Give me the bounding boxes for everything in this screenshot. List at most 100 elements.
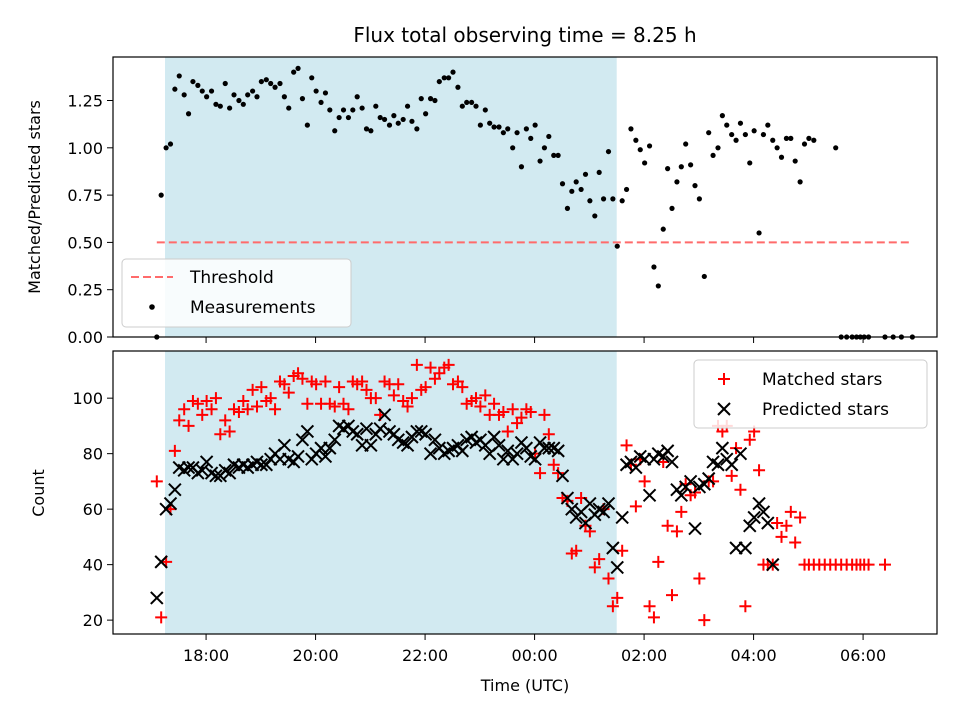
matched-point (155, 611, 168, 624)
measurement-point (665, 166, 671, 172)
measurement-point (733, 137, 739, 143)
matched-point (534, 467, 547, 480)
predicted-point (743, 519, 757, 533)
matched-point (209, 392, 222, 405)
matched-point (616, 544, 629, 557)
measurement-point (765, 122, 771, 128)
matched-point (241, 403, 254, 416)
matched-point (342, 403, 355, 416)
measurement-point (774, 145, 780, 151)
bottom-y-tick-label: 60 (83, 500, 103, 519)
measurement-point (578, 186, 584, 193)
matched-point (405, 392, 418, 405)
measurement-point (181, 92, 187, 98)
top-x-ticks (205, 337, 864, 343)
measurement-point (277, 80, 283, 87)
measurement-point (446, 75, 452, 81)
matched-point (369, 392, 382, 405)
measurement-point (322, 90, 329, 96)
measurement-point (729, 131, 735, 138)
measurement-point (176, 73, 182, 79)
x-tick-label: 18:00 (183, 646, 229, 665)
measurement-point (263, 77, 269, 83)
matched-point (739, 600, 752, 613)
matched-point (387, 389, 400, 402)
measurement-point (514, 130, 520, 136)
matched-point (707, 475, 720, 488)
matched-point (205, 403, 218, 416)
bottom-x-axis: 18:00 20:00 22:00 00:00 02:00 04:00 06:00 (183, 634, 886, 665)
measurement-point (587, 198, 593, 204)
matched-point (328, 400, 341, 413)
matched-point (501, 425, 514, 438)
measurement-point (778, 154, 785, 160)
measurement-point (208, 88, 215, 94)
measurement-point (414, 126, 420, 132)
matched-point (794, 511, 807, 524)
measurement-point (286, 105, 292, 111)
measurement-point (432, 97, 438, 104)
matched-point (497, 406, 510, 419)
matched-point (310, 378, 323, 391)
top-y-tick-label: 0.25 (67, 281, 103, 300)
matched-point (775, 530, 788, 543)
bottom-y-tick-label: 40 (83, 556, 103, 575)
measurement-point (213, 101, 219, 107)
matched-point (670, 525, 683, 538)
matched-point (570, 544, 583, 557)
matched-point (488, 397, 501, 410)
predicted-point (163, 496, 178, 511)
measurement-point (569, 188, 575, 194)
matched-point (264, 392, 277, 405)
matched-point (246, 383, 259, 396)
bottom-panel: 18:00 20:00 22:00 00:00 02:00 04:00 06:00 20 40… (29, 351, 938, 695)
matched-point (878, 558, 891, 571)
measurement-point (268, 80, 274, 87)
x-axis-label: Time (UTC) (480, 676, 569, 695)
x-tick-label: 04:00 (731, 646, 777, 665)
matched-point (469, 392, 482, 405)
measurement-point (368, 128, 374, 134)
measurement-point (381, 116, 388, 123)
bottom-legend-box (693, 359, 928, 429)
measurement-point (222, 80, 228, 87)
top-y-tick-label: 1.25 (67, 92, 103, 111)
predicted-legend-swatch (717, 402, 731, 416)
predicted-point (277, 438, 292, 453)
predicted-point (291, 449, 305, 464)
measurement-point (518, 164, 525, 170)
measurement-point (386, 122, 393, 128)
bottom-y-axis-label: Count (29, 469, 48, 517)
measurement-point (195, 82, 201, 88)
predicted-point (665, 455, 679, 469)
measurement-point (281, 94, 287, 100)
measurement-point (737, 120, 744, 126)
predicted-point (295, 433, 310, 447)
bottom-y-axis: 20 40 60 80 100 (72, 389, 113, 630)
matched-point (410, 358, 423, 371)
matched-point (196, 408, 209, 421)
predicted-point (738, 541, 753, 555)
predicted-point (766, 557, 780, 572)
measurements-series (154, 65, 915, 340)
measurement-point (688, 162, 694, 168)
x-tick-label: 20:00 (293, 646, 339, 665)
predicted-point (199, 455, 214, 469)
predicted-point (583, 496, 597, 511)
predicted-point (542, 441, 556, 455)
top-y-tick-label: 0.50 (67, 233, 103, 252)
matched-point (647, 611, 660, 624)
matched-point (223, 425, 236, 438)
measurement-point (487, 120, 493, 126)
measurement-point (418, 96, 424, 102)
measurement-point (199, 88, 205, 94)
matched-point (743, 433, 756, 446)
matched-point (168, 444, 181, 457)
matched-point (753, 464, 766, 477)
matched-point (593, 553, 606, 566)
measurement-point (546, 133, 552, 140)
measurement-point (423, 111, 429, 117)
top-legend: Threshold Measurements (121, 258, 352, 328)
measurement-point (477, 122, 483, 128)
